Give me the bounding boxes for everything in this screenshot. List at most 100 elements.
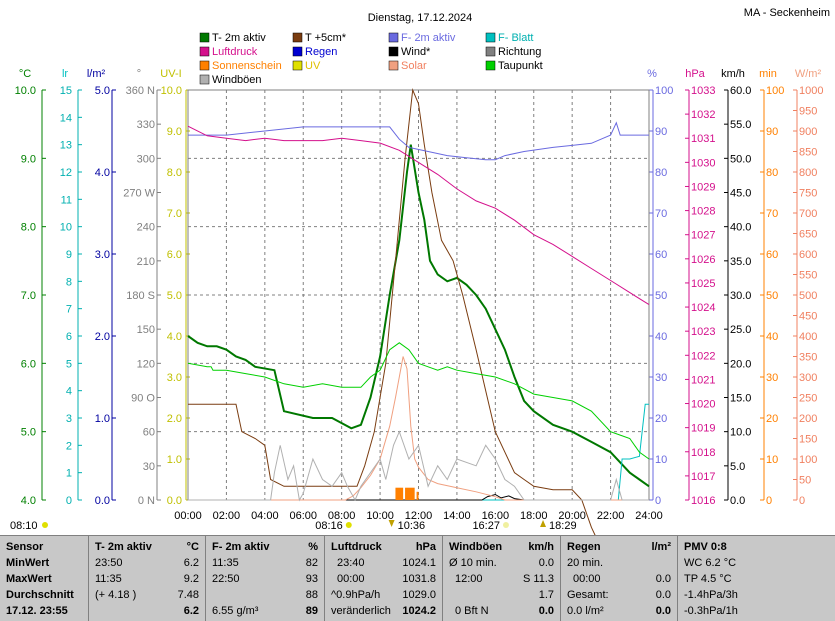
lr-tick-label: 0: [66, 495, 72, 507]
wind-tick-label: 10.0: [730, 427, 751, 439]
lr-tick-label: 15: [60, 85, 72, 97]
axis-unit-label: min: [759, 68, 777, 80]
solar-tick-label: 200: [799, 413, 817, 425]
hum-min-value: 82: [305, 557, 318, 569]
solar-tick-label: 700: [799, 208, 817, 220]
sunshine-tick-label: 40: [766, 331, 778, 343]
stats-gust: Windböen km/h Ø 10 min. 0.0 12:00 S 11.3 1.…: [443, 536, 560, 621]
sunshine-tick-label: 60: [766, 249, 778, 261]
pressure-tick-label: 1025: [691, 278, 715, 290]
wind-tick-label: 50.0: [730, 153, 751, 165]
uv-tick-label: 9.0: [167, 126, 182, 138]
sun-icon: [42, 522, 48, 528]
uv-tick-label: 8.0: [167, 167, 182, 179]
temp-title: T- 2m aktiv: [95, 541, 152, 553]
uv-tick-label: 1.0: [167, 454, 182, 466]
wind-tick-label: 30.0: [730, 290, 751, 302]
rain-tick-label: 1.0: [95, 413, 110, 425]
sunrise-label: 08:10: [10, 520, 38, 532]
lr-tick-label: 14: [60, 112, 72, 124]
uv-tick-label: 4.0: [167, 331, 182, 343]
legend-swatch: [388, 32, 399, 43]
uv-tick-label: 6.0: [167, 249, 182, 261]
pressure-tick-label: 1021: [691, 374, 715, 386]
pmv-dewpoint: TP 4.5 °C: [684, 573, 732, 585]
wind-tick-label: 40.0: [730, 222, 751, 234]
pressure-tick-label: 1024: [691, 302, 715, 314]
sunshine-tick-label: 10: [766, 454, 778, 466]
series-line: [188, 121, 649, 161]
pressure-tick-label: 1018: [691, 447, 715, 459]
hum-max-value: 93: [305, 573, 318, 585]
direction-tick-label: 150: [137, 324, 155, 336]
solar-tick-label: 250: [799, 393, 817, 405]
direction-tick-label: 210: [137, 256, 155, 268]
legend-label: T- 2m aktiv: [212, 32, 266, 44]
axis-unit-label: UV-I: [160, 68, 181, 80]
temp-avg-note: (+ 4.18 ): [95, 589, 137, 601]
legend-swatch: [292, 46, 303, 57]
series-line: [187, 125, 650, 306]
pmv-press-1h: -0.3hPa/1h: [684, 605, 738, 617]
legend-swatch: [292, 32, 303, 43]
solar-tick-label: 950: [799, 106, 817, 118]
uv-tick-label: 10.0: [161, 85, 182, 97]
axis-unit-label: km/h: [721, 68, 745, 80]
moon-set-label: 18:29: [549, 520, 577, 532]
pressure-tick-label: 1027: [691, 230, 715, 242]
rain-tick-label: 3.0: [95, 249, 110, 261]
legend-label: Wind*: [401, 46, 431, 58]
temp-max-value: 9.2: [183, 573, 199, 585]
press-title: Luftdruck: [331, 541, 382, 553]
axis-unit-label: lr: [62, 68, 68, 80]
wind-tick-label: 35.0: [730, 256, 751, 268]
temp-tick-label: 5.0: [21, 427, 36, 439]
legend-label: UV: [305, 60, 321, 72]
solar-tick-label: 450: [799, 311, 817, 323]
lr-tick-label: 2: [66, 440, 72, 452]
press-max-time: 00:00: [337, 573, 365, 585]
rain-tick-label: 5.0: [95, 85, 110, 97]
row-min-label: MinWert: [6, 557, 50, 569]
wind-tick-label: 60.0: [730, 85, 751, 97]
legend-swatch: [199, 60, 210, 71]
direction-tick-label: 330: [137, 119, 155, 131]
solar-tick-label: 750: [799, 188, 817, 200]
direction-tick-label: 120: [137, 358, 155, 370]
axis-unit-label: °C: [19, 68, 31, 80]
press-current-value: 1024.2: [402, 605, 436, 617]
temp-max-time: 11:35: [95, 573, 122, 585]
solar-tick-label: 850: [799, 147, 817, 159]
legend-swatch: [199, 74, 210, 85]
stats-pressure: Luftdruck hPa 23:40 1024.1 00:00 1031.8 ^0.…: [325, 536, 442, 621]
temp-tick-label: 7.0: [21, 290, 36, 302]
x-tick-label: 08:00: [328, 510, 356, 522]
axis-unit-label: %: [647, 68, 657, 80]
x-tick-label: 04:00: [251, 510, 279, 522]
pressure-tick-label: 1016: [691, 495, 715, 507]
legend-label: Regen: [305, 46, 337, 58]
pressure-tick-label: 1023: [691, 326, 715, 338]
press-min-value: 1024.1: [402, 557, 436, 569]
x-tick-label: 20:00: [558, 510, 586, 522]
legend-swatch: [199, 46, 210, 57]
sunshine-bar: [416, 491, 419, 500]
legend-swatch: [292, 60, 303, 71]
pressure-tick-label: 1033: [691, 85, 715, 97]
sunshine-tick-label: 80: [766, 167, 778, 179]
legend-swatch: [199, 32, 210, 43]
x-tick-label: 18:00: [520, 510, 548, 522]
press-tendency: veränderlich: [331, 605, 391, 617]
axis-unit-label: W/m²: [795, 68, 822, 80]
solar-tick-label: 1000: [799, 85, 823, 97]
sunshine-tick-label: 0: [766, 495, 772, 507]
solar-tick-label: 500: [799, 290, 817, 302]
direction-tick-label: 270 W: [123, 188, 155, 200]
x-tick-label: 00:00: [174, 510, 202, 522]
humidity-tick-label: 0: [655, 495, 661, 507]
gust-current-value: 0.0: [538, 605, 554, 617]
hum-avg-value: 88: [305, 589, 318, 601]
uv-tick-label: 7.0: [167, 208, 182, 220]
temp-min-value: 6.2: [183, 557, 199, 569]
humidity-tick-label: 100: [655, 85, 673, 97]
